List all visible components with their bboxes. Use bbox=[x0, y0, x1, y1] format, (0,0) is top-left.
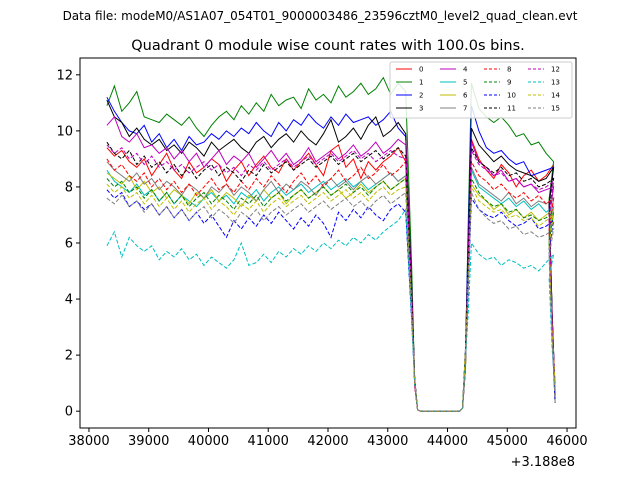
legend-label-15: 15 bbox=[551, 105, 560, 113]
x-tick-label: 45000 bbox=[487, 434, 528, 449]
legend-box bbox=[389, 61, 573, 119]
series-line-15 bbox=[106, 191, 556, 412]
legend-label-14: 14 bbox=[551, 92, 560, 100]
x-tick-label: 42000 bbox=[307, 434, 348, 449]
x-tick-label: 44000 bbox=[427, 434, 468, 449]
x-tick-label: 41000 bbox=[248, 434, 289, 449]
legend-label-12: 12 bbox=[551, 66, 560, 74]
y-tick-label: 10 bbox=[56, 124, 73, 139]
plot-lines bbox=[106, 76, 556, 412]
series-line-5 bbox=[106, 169, 556, 412]
series-line-7 bbox=[106, 161, 556, 412]
axes: 38000 39000 40000 41000 42000 43000 44000 45000… bbox=[56, 68, 587, 449]
y-tick-label: 12 bbox=[56, 68, 73, 83]
x-tick-label: 39000 bbox=[128, 434, 169, 449]
series-line-4 bbox=[106, 115, 556, 412]
legend-label-9: 9 bbox=[507, 79, 511, 87]
legend-label-10: 10 bbox=[507, 92, 516, 100]
x-tick-label: 38000 bbox=[68, 434, 109, 449]
legend-label-7: 7 bbox=[463, 105, 467, 113]
chart-title: Quadrant 0 module wise count rates with … bbox=[131, 38, 525, 54]
series-line-2 bbox=[106, 96, 556, 412]
legend-label-2: 2 bbox=[419, 92, 423, 100]
legend-label-11: 11 bbox=[507, 105, 516, 113]
legend-label-6: 6 bbox=[463, 92, 468, 100]
series-line-10 bbox=[106, 189, 556, 412]
series-line-13 bbox=[106, 207, 556, 412]
series-line-1 bbox=[106, 76, 556, 412]
legend-label-8: 8 bbox=[507, 66, 511, 74]
x-tick-label: 46000 bbox=[546, 434, 587, 449]
x-offset-label: +3.188e8 bbox=[511, 455, 575, 470]
legend-label-4: 4 bbox=[463, 66, 468, 74]
legend-label-0: 0 bbox=[419, 66, 423, 74]
legend-label-13: 13 bbox=[551, 79, 560, 87]
series-line-14 bbox=[106, 183, 556, 412]
legend-label-3: 3 bbox=[419, 105, 423, 113]
y-tick-label: 4 bbox=[65, 293, 73, 308]
y-tick-label: 6 bbox=[65, 237, 73, 252]
series-line-6 bbox=[106, 172, 556, 412]
series-line-11 bbox=[106, 141, 556, 412]
y-tick-label: 8 bbox=[65, 180, 73, 195]
series-line-9 bbox=[106, 176, 556, 412]
legend-label-5: 5 bbox=[463, 79, 467, 87]
chart-suptitle: Data file: modeM0/AS1A07_054T01_90000034… bbox=[63, 9, 578, 23]
x-tick-label: 43000 bbox=[367, 434, 408, 449]
y-tick-label: 2 bbox=[65, 349, 73, 364]
x-tick-label: 40000 bbox=[188, 434, 229, 449]
series-line-8 bbox=[106, 158, 556, 412]
legend-label-1: 1 bbox=[419, 79, 423, 87]
series-line-12 bbox=[106, 144, 556, 412]
series-line-3 bbox=[106, 99, 556, 412]
y-tick-label: 0 bbox=[65, 405, 73, 420]
